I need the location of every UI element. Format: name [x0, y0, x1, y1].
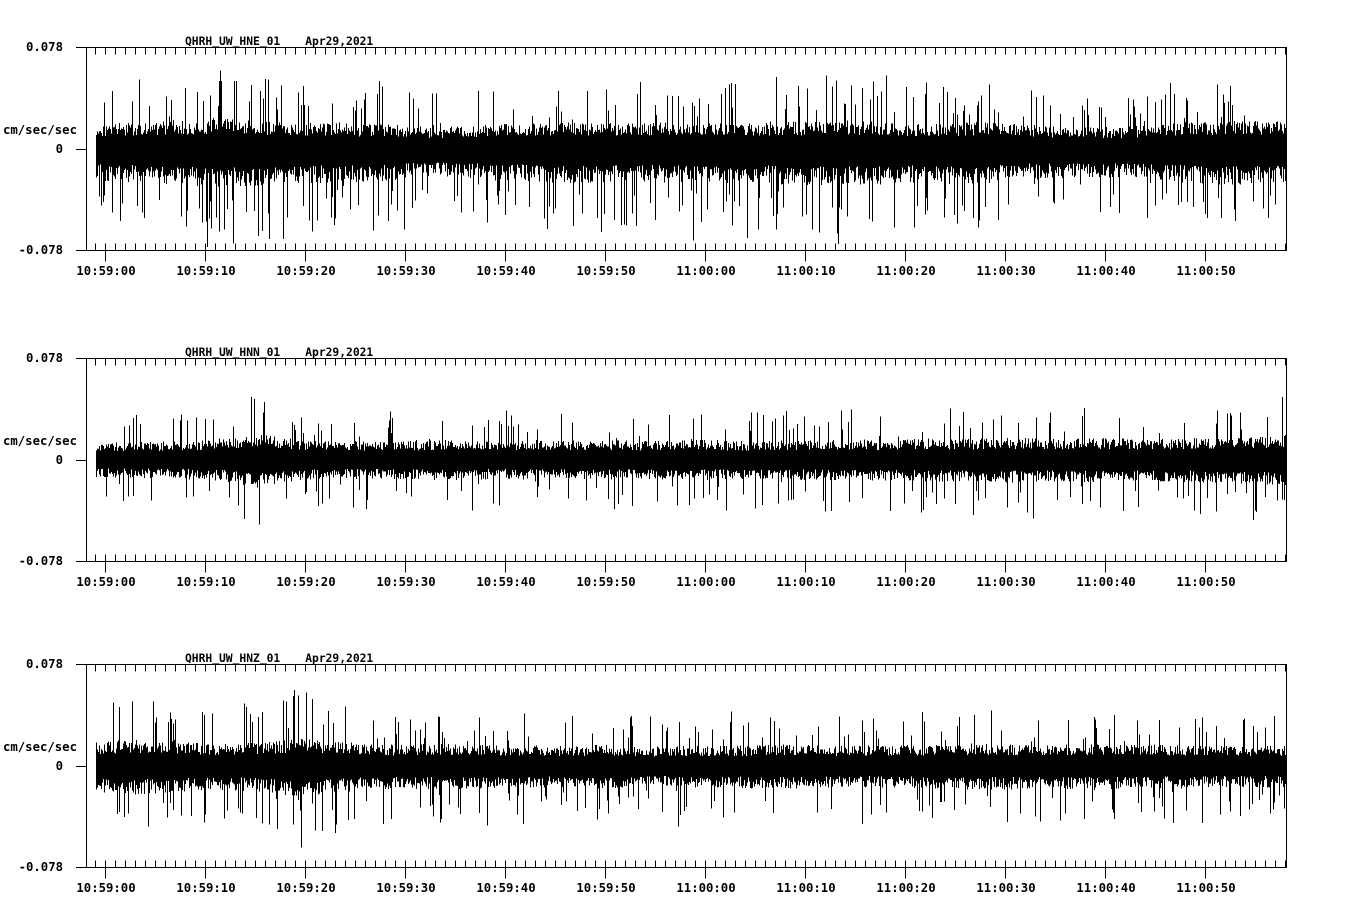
y-axis-unit-label: cm/sec/sec — [2, 122, 77, 137]
x-tick-label: 11:00:40 — [1076, 575, 1136, 589]
x-tick-label: 11:00:10 — [776, 264, 836, 278]
axis-ticks — [76, 358, 1286, 573]
y-axis-unit-label: cm/sec/sec — [2, 739, 77, 754]
x-tick-label: 11:00:00 — [676, 881, 736, 895]
x-tick-label: 10:59:00 — [76, 264, 136, 278]
x-tick-label: 10:59:20 — [276, 881, 336, 895]
date-label: Apr29,2021 — [305, 346, 374, 359]
x-tick-label: 11:00:30 — [976, 264, 1036, 278]
panel-title-hnz: QHRH_UW_HNZ_01 Apr29,2021 — [185, 652, 373, 666]
axis-ticks — [76, 47, 1286, 262]
x-tick-label: 10:59:50 — [576, 575, 636, 589]
x-tick-label: 10:59:20 — [276, 575, 336, 589]
waveform-trace — [96, 690, 1286, 848]
plot-frame — [86, 358, 1287, 562]
x-tick-label: 10:59:30 — [376, 881, 436, 895]
x-tick-label: 11:00:50 — [1176, 881, 1236, 895]
x-tick-label: 11:00:10 — [776, 575, 836, 589]
x-tick-label: 11:00:40 — [1076, 264, 1136, 278]
x-tick-label: 11:00:20 — [876, 264, 936, 278]
x-tick-label: 10:59:00 — [76, 881, 136, 895]
y-tick-label-min: -0.078 — [18, 860, 63, 874]
x-tick-label: 11:00:10 — [776, 881, 836, 895]
y-tick-label-zero: 0 — [55, 452, 63, 467]
y-tick-label-max: 0.078 — [25, 40, 63, 54]
x-tick-label: 10:59:40 — [476, 575, 536, 589]
x-tick-label: 10:59:10 — [176, 575, 236, 589]
x-tick-label: 10:59:50 — [576, 264, 636, 278]
date-label: Apr29,2021 — [305, 35, 374, 48]
x-tick-label: 11:00:20 — [876, 575, 936, 589]
date-label: Apr29,2021 — [305, 652, 374, 665]
x-tick-label: 11:00:00 — [676, 264, 736, 278]
station-channel-label: QHRH_UW_HNE_01 — [185, 35, 281, 48]
x-tick-label: 10:59:40 — [476, 881, 536, 895]
x-tick-label: 11:00:50 — [1176, 264, 1236, 278]
x-tick-label: 10:59:10 — [176, 881, 236, 895]
station-channel-label: QHRH_UW_HNZ_01 — [185, 652, 281, 665]
plot-frame — [86, 47, 1287, 251]
x-tick-label: 11:00:40 — [1076, 881, 1136, 895]
x-tick-label: 11:00:30 — [976, 575, 1036, 589]
y-tick-label-zero: 0 — [55, 758, 63, 773]
y-tick-label-max: 0.078 — [25, 351, 63, 365]
x-tick-label: 11:00:50 — [1176, 575, 1236, 589]
waveform-trace — [96, 397, 1286, 525]
axis-ticks — [76, 664, 1286, 879]
x-tick-label: 10:59:00 — [76, 575, 136, 589]
y-tick-label-zero: 0 — [55, 141, 63, 156]
x-tick-label: 10:59:20 — [276, 264, 336, 278]
x-tick-label: 11:00:30 — [976, 881, 1036, 895]
station-channel-label: QHRH_UW_HNN_01 — [185, 346, 281, 359]
waveform-trace — [96, 70, 1286, 247]
x-tick-label: 10:59:30 — [376, 264, 436, 278]
x-tick-label: 10:59:40 — [476, 264, 536, 278]
x-tick-label: 10:59:50 — [576, 881, 636, 895]
panel-title-hne: QHRH_UW_HNE_01 Apr29,2021 — [185, 35, 373, 49]
y-tick-label-max: 0.078 — [25, 657, 63, 671]
x-tick-label: 10:59:10 — [176, 264, 236, 278]
x-tick-label: 11:00:20 — [876, 881, 936, 895]
y-tick-label-min: -0.078 — [18, 554, 63, 568]
x-tick-label: 10:59:30 — [376, 575, 436, 589]
y-axis-unit-label: cm/sec/sec — [2, 433, 77, 448]
plot-frame — [86, 664, 1287, 868]
y-tick-label-min: -0.078 — [18, 243, 63, 257]
x-tick-label: 11:00:00 — [676, 575, 736, 589]
panel-title-hnn: QHRH_UW_HNN_01 Apr29,2021 — [185, 346, 373, 360]
